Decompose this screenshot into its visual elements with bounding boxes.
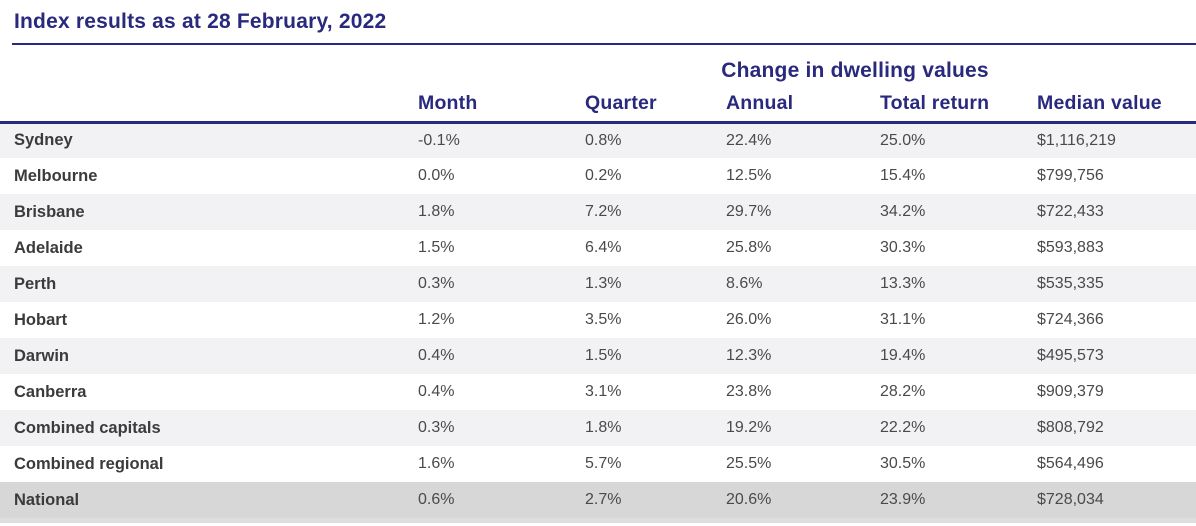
cell-total-return: 25.0% [866, 122, 1023, 158]
cell-quarter: 7.2% [571, 194, 712, 230]
cell-median-value: $909,379 [1037, 383, 1104, 400]
region-label: Darwin [0, 338, 404, 374]
region-label: Perth [0, 266, 404, 302]
cell-annual: 29.7% [712, 194, 866, 230]
cell-total-return: 30.3% [880, 239, 926, 256]
cell-total-return: 34.2% [866, 194, 1023, 230]
cell-median-value: $728,034 [1023, 482, 1196, 518]
table-row: Canberra 0.4% 3.1% 23.8% 28.2% $909,379 [0, 374, 1196, 410]
group-header-change-in-dwelling-values: Change in dwelling values [721, 59, 989, 82]
cell-quarter: 2.7% [571, 482, 712, 518]
index-results-table: Change in dwelling values Month Quarter … [0, 45, 1196, 518]
cell-median-value: $799,756 [1037, 167, 1104, 184]
cell-annual: 12.5% [726, 167, 772, 184]
cell-total-return: 15.4% [880, 167, 926, 184]
cell-annual: 23.8% [726, 383, 772, 400]
cell-median-value: $1,116,219 [1023, 122, 1196, 158]
region-label: Adelaide [14, 238, 83, 257]
region-label: Combined regional [14, 454, 164, 473]
cell-annual: 25.5% [726, 455, 772, 472]
region-label: Hobart [14, 310, 68, 329]
column-header-total-return: Total return [866, 85, 1023, 124]
cell-quarter: 0.8% [571, 122, 712, 158]
cell-median-value: $593,883 [1037, 239, 1104, 256]
cell-quarter: 1.5% [571, 338, 712, 374]
group-header-spacer [0, 45, 404, 85]
cell-total-return: 23.9% [866, 482, 1023, 518]
table-row: Perth 0.3% 1.3% 8.6% 13.3% $535,335 [0, 266, 1196, 302]
region-label: National [0, 482, 404, 518]
cell-median-value: $535,335 [1023, 266, 1196, 302]
region-label: Sydney [0, 122, 404, 158]
cell-month: 1.5% [418, 239, 455, 256]
cell-annual: 12.3% [712, 338, 866, 374]
table-row: Combined regional 1.6% 5.7% 25.5% 30.5% $564,… [0, 446, 1196, 482]
region-label: Melbourne [14, 166, 98, 185]
column-header-annual: Annual [712, 85, 866, 124]
table-row: Adelaide 1.5% 6.4% 25.8% 30.3% $593,883 [0, 230, 1196, 266]
cell-month: 0.4% [404, 338, 571, 374]
cell-month: 0.3% [404, 266, 571, 302]
cell-quarter: 6.4% [585, 239, 622, 256]
cell-quarter: 3.5% [585, 311, 622, 328]
column-header-month: Month [404, 85, 571, 124]
table-row: Darwin 0.4% 1.5% 12.3% 19.4% $495,573 [0, 338, 1196, 374]
region-label: Combined capitals [0, 410, 404, 446]
table-row: National 0.6% 2.7% 20.6% 23.9% $728,034 [0, 482, 1196, 518]
title-divider [12, 43, 1196, 45]
cell-annual: 26.0% [726, 311, 772, 328]
cell-quarter: 5.7% [585, 455, 622, 472]
cell-total-return: 31.1% [880, 311, 926, 328]
region-label: Brisbane [0, 194, 404, 230]
cell-total-return: 13.3% [866, 266, 1023, 302]
cell-month: 1.2% [418, 311, 455, 328]
table-row: Combined capitals 0.3% 1.8% 19.2% 22.2% $808,… [0, 410, 1196, 446]
cell-annual: 8.6% [712, 266, 866, 302]
cell-total-return: 22.2% [866, 410, 1023, 446]
cell-month: 0.6% [404, 482, 571, 518]
group-header-row: Change in dwelling values [0, 45, 1196, 85]
column-header-quarter: Quarter [571, 85, 712, 124]
cell-median-value: $564,496 [1037, 455, 1104, 472]
table-row: Hobart 1.2% 3.5% 26.0% 31.1% $724,366 [0, 302, 1196, 338]
cell-month: 0.0% [418, 167, 455, 184]
cell-month: 1.6% [418, 455, 455, 472]
cell-quarter: 1.3% [571, 266, 712, 302]
cell-annual: 20.6% [712, 482, 866, 518]
cell-annual: 22.4% [712, 122, 866, 158]
page-title: Index results as at 28 February, 2022 [14, 10, 387, 33]
cell-month: 0.3% [404, 410, 571, 446]
cell-total-return: 19.4% [866, 338, 1023, 374]
column-header-region-empty [0, 85, 404, 124]
table-row: Melbourne 0.0% 0.2% 12.5% 15.4% $799,756 [0, 158, 1196, 194]
cell-quarter: 0.2% [585, 167, 622, 184]
cell-median-value: $808,792 [1023, 410, 1196, 446]
cell-total-return: 28.2% [880, 383, 926, 400]
cell-annual: 19.2% [712, 410, 866, 446]
cell-month: -0.1% [404, 122, 571, 158]
cell-quarter: 1.8% [571, 410, 712, 446]
column-header-row: Month Quarter Annual Total return Median… [0, 85, 1196, 124]
cell-quarter: 3.1% [585, 383, 622, 400]
cell-month: 1.8% [404, 194, 571, 230]
cell-month: 0.4% [418, 383, 455, 400]
table-row: Brisbane 1.8% 7.2% 29.7% 34.2% $722,433 [0, 194, 1196, 230]
cell-annual: 25.8% [726, 239, 772, 256]
bottom-strip [0, 518, 1196, 523]
cell-median-value: $495,573 [1023, 338, 1196, 374]
column-header-median-value: Median value [1023, 85, 1196, 124]
table-row: Sydney -0.1% 0.8% 22.4% 25.0% $1,116,219 [0, 122, 1196, 158]
region-label: Canberra [14, 382, 87, 401]
cell-total-return: 30.5% [880, 455, 926, 472]
cell-median-value: $722,433 [1023, 194, 1196, 230]
cell-median-value: $724,366 [1037, 311, 1104, 328]
